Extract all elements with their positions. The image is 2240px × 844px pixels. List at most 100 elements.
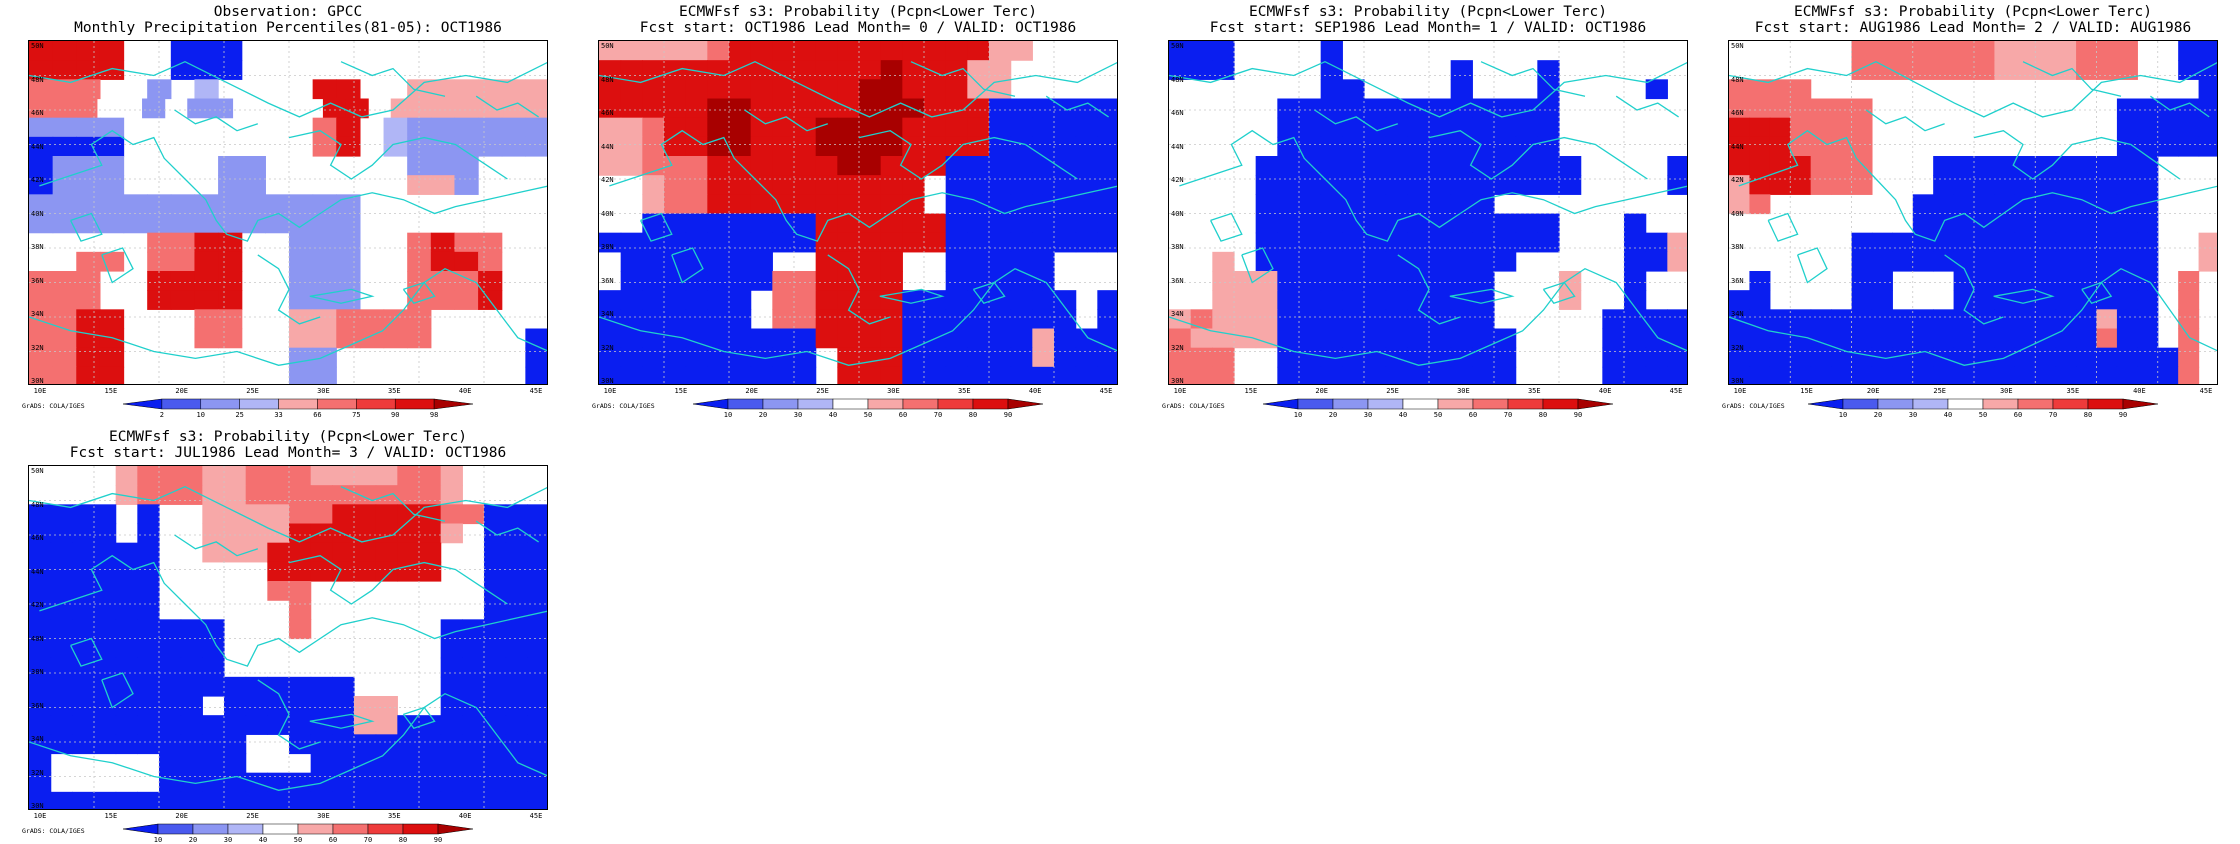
grid-cell — [1515, 98, 1538, 119]
map-frame — [28, 40, 548, 385]
coastline — [1428, 130, 1648, 180]
grid-cell — [1790, 156, 1812, 176]
grid-cell — [989, 117, 1012, 138]
grid-cell — [397, 504, 420, 525]
grid-cell — [375, 715, 398, 735]
grid-cell — [1054, 156, 1077, 176]
grid-cell — [94, 696, 117, 716]
grid-cell — [267, 542, 290, 563]
grid-cell — [989, 194, 1012, 215]
grid-cell — [1407, 309, 1430, 330]
coastline — [1865, 109, 1945, 132]
grid-cell — [2055, 156, 2077, 176]
grid-cell — [642, 251, 665, 272]
grid-cell — [332, 485, 355, 505]
grid-cell — [1255, 271, 1278, 291]
grid-cell — [484, 676, 507, 697]
grid-cell — [880, 156, 903, 176]
grid-cell — [354, 696, 377, 716]
grid-cell — [29, 117, 54, 138]
grid-cell — [147, 232, 172, 253]
grid-cell — [1385, 194, 1408, 215]
grid-cell — [1953, 309, 1975, 330]
grid-cell — [1169, 328, 1192, 349]
grid-cell — [218, 328, 243, 349]
colorbar-segment — [797, 398, 834, 410]
grid-cell — [454, 290, 479, 310]
grid-cell — [76, 194, 101, 215]
colorbar-segment — [157, 823, 194, 835]
grid-cell — [1994, 271, 2016, 291]
grid-cell — [1450, 271, 1473, 291]
grid-cell — [50, 542, 73, 563]
grid-cell — [52, 213, 77, 234]
coastline — [29, 485, 547, 543]
grid-cell — [336, 251, 361, 272]
grid-cell — [29, 136, 54, 157]
grid-cell — [1933, 156, 1955, 176]
grid-cell — [50, 638, 73, 659]
grid-cell — [924, 136, 947, 157]
grid-cell — [94, 542, 117, 563]
grid-cell — [2198, 232, 2217, 253]
grid-cell — [1769, 98, 1791, 119]
grid-cell — [664, 290, 687, 310]
grid-cell — [29, 156, 54, 176]
grid-cell — [1537, 117, 1560, 138]
grid-cell — [2035, 60, 2057, 80]
grid-cell — [1212, 271, 1235, 291]
colorbar-segment — [123, 398, 163, 410]
latitude-label: 38N — [31, 668, 44, 676]
grid-cell — [137, 561, 160, 582]
colorbar-segment — [832, 398, 869, 410]
grid-cell — [29, 60, 54, 80]
grid-cell — [1032, 156, 1055, 176]
coastline — [257, 679, 321, 750]
grid-cell — [1851, 175, 1873, 195]
grid-cell — [180, 676, 203, 697]
grid-cell — [312, 290, 337, 310]
grid-cell — [440, 657, 463, 678]
grid-cell — [462, 791, 485, 809]
colorbar-segment — [192, 823, 229, 835]
grid-cell — [2198, 136, 2217, 157]
colorbar-segment — [727, 398, 764, 410]
longitude-label: 25E — [246, 812, 259, 820]
colorbar-label: 20 — [758, 411, 768, 419]
grid-cell — [1831, 175, 1853, 195]
grid-cell — [1299, 175, 1322, 195]
grid-cell — [989, 136, 1012, 157]
grid-cell — [642, 156, 665, 176]
longitude-label: 15E — [104, 812, 118, 820]
grid-cell — [137, 523, 160, 544]
grid-cell — [527, 523, 547, 544]
grads-credit: GrADS: COLA/IGES — [1722, 402, 1785, 410]
grid-cell — [1994, 213, 2016, 234]
grid-cell — [620, 136, 643, 157]
colorbar-segment — [693, 398, 729, 410]
grid-cell — [1974, 175, 1996, 195]
grid-cell — [51, 98, 75, 119]
grid-cell — [147, 213, 172, 234]
grid-cell — [772, 213, 795, 234]
grid-cell — [1790, 175, 1812, 195]
grid-cell — [484, 504, 507, 525]
grid-cell — [310, 791, 333, 809]
grid-cell — [642, 60, 665, 80]
grid-cell — [159, 715, 182, 735]
grid-cell — [1667, 251, 1687, 272]
colorbar-label: 60 — [328, 836, 338, 844]
grid-cell — [685, 136, 708, 157]
colorbar — [123, 823, 473, 835]
grid-cell — [202, 791, 225, 809]
grid-cell — [50, 715, 73, 735]
colorbar-segment — [1808, 398, 1844, 410]
grid-cell — [407, 309, 432, 330]
grid-cell — [1450, 156, 1473, 176]
grid-cell — [29, 734, 52, 755]
grid-cell — [2198, 79, 2217, 100]
grid-cell — [2157, 366, 2179, 384]
grid-cell — [1364, 328, 1387, 349]
grid-cell — [202, 638, 225, 659]
grid-cell — [2096, 309, 2118, 330]
